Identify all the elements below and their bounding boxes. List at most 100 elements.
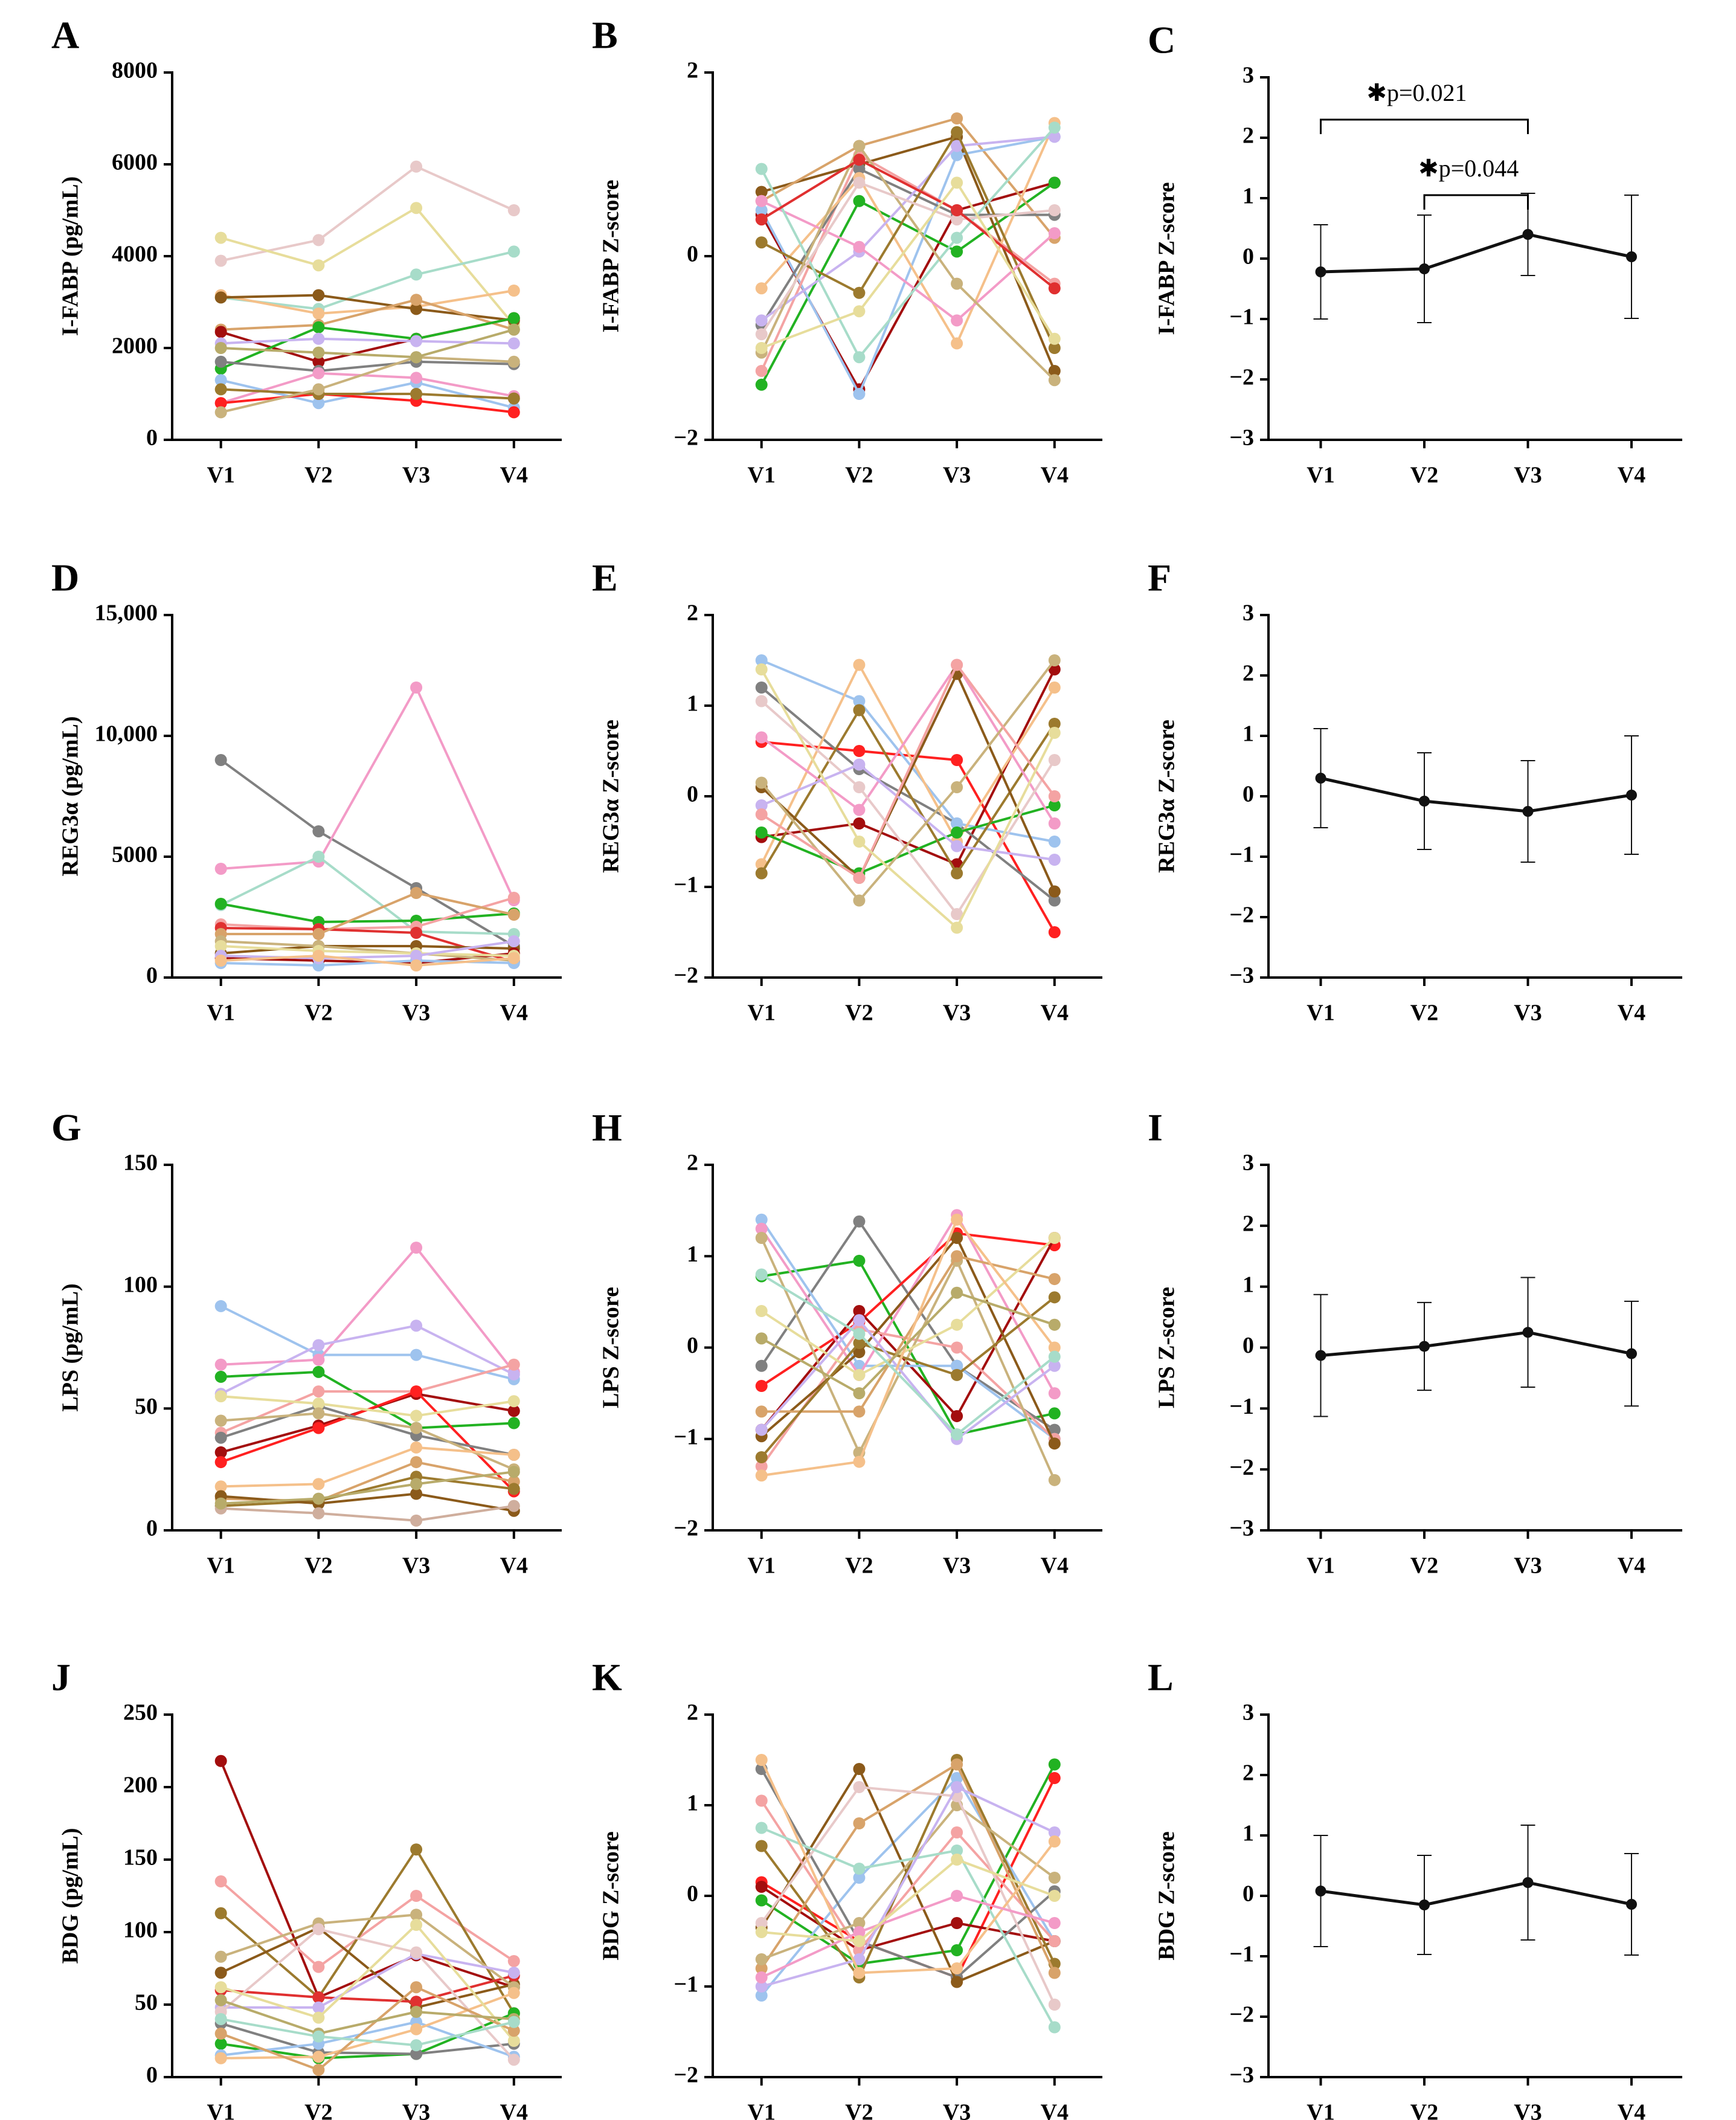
- x-tick-label: V4: [500, 2100, 528, 2120]
- data-point: [951, 140, 963, 152]
- data-point: [214, 1875, 227, 1887]
- panel-letter-G: G: [51, 1106, 82, 1149]
- series-line: [220, 298, 515, 331]
- data-point: [853, 1314, 866, 1327]
- x-tick-label: V2: [1410, 2100, 1438, 2120]
- series-s4: [755, 112, 1061, 244]
- data-point: [410, 1981, 423, 1994]
- panel-letter-K: K: [592, 1656, 622, 1699]
- series-s9: [214, 1390, 520, 1422]
- data-point: [951, 781, 963, 793]
- data-point: [1048, 1407, 1061, 1420]
- mean-point: [1626, 790, 1637, 801]
- data-point: [214, 397, 227, 410]
- data-point: [410, 887, 423, 899]
- data-point: [312, 2011, 325, 2024]
- data-point: [951, 1341, 963, 1354]
- data-point: [951, 1854, 963, 1866]
- data-point: [951, 1781, 963, 1793]
- data-point: [853, 1387, 866, 1400]
- y-tick-label: −1: [674, 1972, 698, 1997]
- series-line: [760, 1237, 1056, 1445]
- data-point: [1048, 1772, 1061, 1784]
- panel-K: K BDG Z-score −2 −1 0 1 2 V1 V2 V3 V4: [592, 1656, 1102, 2120]
- data-point: [214, 1950, 227, 1963]
- data-point: [214, 955, 227, 967]
- data-point: [755, 1305, 768, 1317]
- y-tick-label: 3: [1243, 601, 1254, 626]
- data-point: [410, 1410, 423, 1422]
- series-line: [220, 317, 515, 370]
- data-point: [755, 213, 768, 226]
- data-point: [755, 1405, 768, 1418]
- data-point: [312, 355, 325, 368]
- data-point: [853, 817, 866, 830]
- y-tick-label: −2: [1229, 2002, 1254, 2028]
- data-point: [214, 1967, 227, 1979]
- data-point: [214, 1446, 227, 1458]
- data-point: [214, 291, 227, 304]
- series-line: [760, 126, 1056, 359]
- x-tick-label: V4: [1618, 463, 1645, 488]
- panel-G: G LPS (pg/mL) 0 50 100 150 V1 V2 V3 V4: [51, 1106, 562, 1579]
- data-point: [951, 1359, 963, 1372]
- data-point: [755, 1332, 768, 1345]
- data-point: [1048, 1273, 1061, 1286]
- y-tick-label: 2: [1243, 1761, 1254, 1786]
- x-tick-label: V1: [1307, 2100, 1334, 2120]
- data-point: [507, 312, 520, 324]
- data-point: [410, 388, 423, 400]
- y-tick-label: 8000: [112, 58, 158, 83]
- y-tick-label: −2: [674, 1516, 698, 1541]
- data-point: [312, 234, 325, 246]
- series-line: [220, 686, 515, 901]
- series-line: [760, 1232, 1055, 1387]
- x-tick-label: V3: [943, 1000, 971, 1026]
- data-point: [214, 1358, 227, 1371]
- y-tick-label: 0: [1243, 782, 1254, 807]
- data-point: [214, 383, 227, 396]
- data-point: [951, 659, 963, 671]
- data-point: [755, 1451, 768, 1463]
- series-s9: [755, 130, 1061, 327]
- data-point: [507, 2054, 520, 2066]
- data-point: [853, 1215, 866, 1228]
- x-tick-label: V4: [500, 1000, 528, 1026]
- data-point: [755, 1822, 768, 1834]
- data-point: [1048, 1423, 1061, 1436]
- data-point: [755, 1926, 768, 1938]
- series-line: [220, 1395, 515, 1417]
- x-tick-label: V1: [207, 1553, 234, 1579]
- series-s9: [755, 1232, 1061, 1450]
- data-point: [951, 867, 963, 880]
- series-line: [220, 1363, 515, 1434]
- data-point: [312, 825, 325, 837]
- data-point: [755, 695, 768, 707]
- series-s5: [755, 659, 1061, 871]
- series-s5: [214, 289, 520, 327]
- data-point: [1048, 282, 1061, 295]
- panel-letter-E: E: [592, 556, 618, 599]
- data-point: [755, 808, 768, 820]
- data-point: [1048, 1474, 1061, 1486]
- data-point: [755, 1953, 768, 1965]
- x-tick-label: V3: [402, 463, 430, 488]
- x-tick-label: V3: [943, 1553, 971, 1579]
- x-tick-label: V3: [1514, 1553, 1542, 1579]
- data-point: [755, 1213, 768, 1226]
- x-tick-label: V4: [1041, 1000, 1069, 1026]
- data-point: [755, 1840, 768, 1852]
- y-tick-label: 2: [1243, 1211, 1254, 1237]
- mean-point: [1419, 796, 1430, 807]
- data-point: [1048, 374, 1061, 387]
- data-point: [214, 1907, 227, 1919]
- series-s2: [214, 1242, 520, 1378]
- data-point: [312, 2030, 325, 2043]
- y-tick-label: −3: [1229, 963, 1254, 988]
- y-tick-label: 2: [687, 601, 698, 626]
- data-point: [312, 1991, 325, 2003]
- data-point: [214, 1414, 227, 1427]
- data-point: [1048, 1967, 1061, 1979]
- data-point: [755, 799, 768, 811]
